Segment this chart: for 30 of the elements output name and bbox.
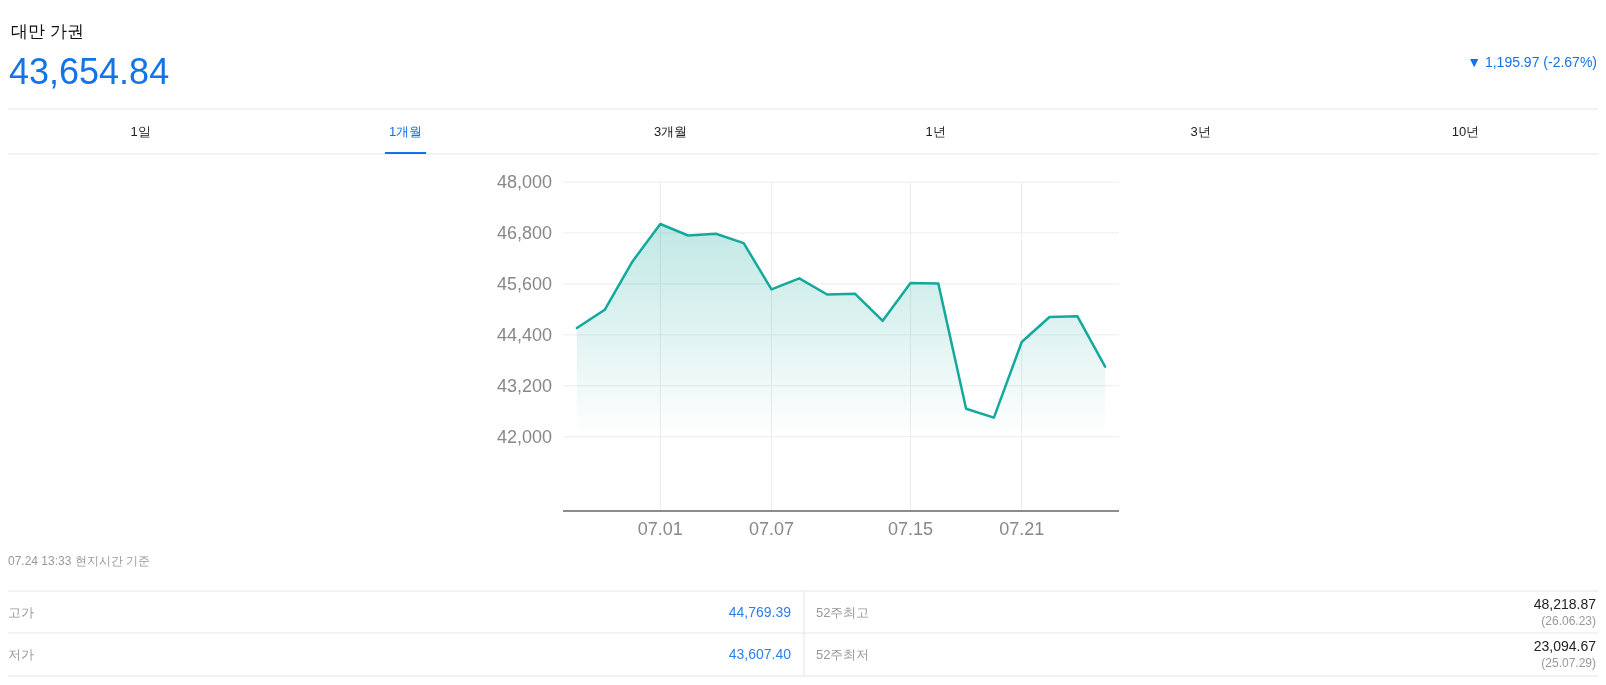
annotation: 07.24 13:33 현지시간 기준: [8, 554, 151, 568]
tab-label: 1일: [130, 123, 151, 139]
annotation: 23,094.67: [1533, 638, 1596, 654]
annotation: 48,218.87: [1533, 596, 1596, 612]
y-tick-label: 48,000: [496, 172, 552, 192]
tab-label: 3년: [1190, 123, 1211, 139]
subtitle: 43,654.84: [9, 50, 170, 92]
tab-label: 10년: [1451, 123, 1480, 139]
x-tick-label: 07.01: [637, 519, 683, 539]
y-tick-label: 43,200: [496, 375, 552, 396]
x-tick-label: 07.21: [999, 519, 1045, 539]
tab-label: 1개월: [388, 123, 423, 139]
x-tick-label: 07.07: [749, 519, 794, 539]
title: 대만 가권: [11, 21, 84, 41]
annotation: 43,607.40: [728, 646, 791, 662]
y-tick-label: 42,000: [496, 426, 552, 447]
annotation: ▼ 1,195.97 (-2.67%): [1467, 54, 1597, 70]
tab-label: 1년: [925, 123, 946, 139]
annotation: 고가: [8, 604, 34, 620]
annotation: 저가: [8, 646, 34, 662]
annotation: (25.07.29): [1541, 656, 1596, 670]
y-tick-label: 46,800: [496, 222, 552, 243]
x-tick-label: 07.15: [888, 519, 933, 539]
y-tick-label: 44,400: [496, 324, 552, 345]
tab-label: 3개월: [653, 123, 688, 139]
y-tick-label: 45,600: [496, 273, 552, 294]
annotation: 52주최고: [816, 604, 870, 620]
annotation: 52주최저: [816, 646, 870, 662]
annotation: 44,769.39: [728, 604, 791, 620]
annotation: (26.06.23): [1541, 614, 1596, 628]
